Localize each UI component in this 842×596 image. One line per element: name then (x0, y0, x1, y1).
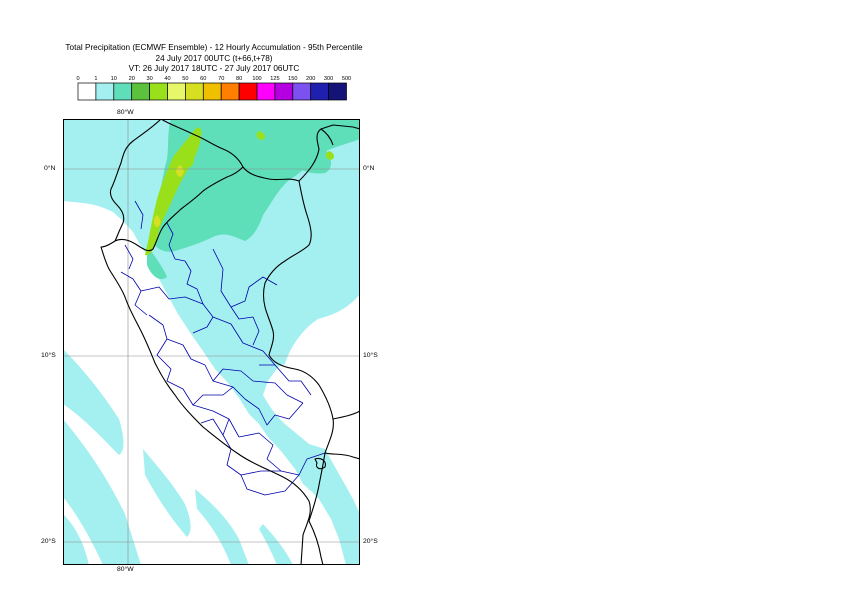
bolivia-chile-border (308, 520, 324, 565)
lat-label-eq-left: 0°N (44, 165, 56, 172)
legend-threshold-label: 200 (306, 76, 315, 82)
legend-threshold-label: 500 (342, 76, 351, 82)
color-legend: 0 1 10 20 30 40 50 60 70 80 100 125 150 200 300 500 (76, 76, 351, 101)
legend-swatch (292, 82, 312, 101)
region-border-1 (166, 222, 204, 305)
map-frame (63, 119, 360, 565)
legend-swatch (185, 82, 204, 101)
legend-threshold-label: 60 (200, 76, 206, 82)
precip-moderate-area (147, 119, 360, 280)
base-time: 24 July 2017 00UTC (t+66,t+78) (155, 53, 273, 63)
region-border-3 (140, 286, 276, 366)
precip-heavy-cell1 (182, 149, 194, 167)
ecuador-peru-border (114, 166, 244, 252)
lat-label-20s-left: 20°S (41, 538, 56, 545)
precip-heavy-area (145, 127, 335, 256)
region-border-6 (212, 368, 304, 404)
region-border-5 (156, 338, 240, 438)
precip-heavy-cell3 (256, 131, 265, 140)
precip-light-sw4 (195, 489, 249, 565)
legend-swatch (310, 82, 329, 101)
precip-light-north (63, 119, 360, 565)
lat-label-10s-right: 10°S (363, 352, 378, 359)
legend-threshold-label: 30 (146, 76, 152, 82)
lat-label-20s-right: 20°S (363, 538, 378, 545)
legend-threshold-label: 70 (218, 76, 224, 82)
legend-swatch (131, 82, 150, 101)
precipitation-map (63, 119, 360, 565)
lon-label-top: 80°W (117, 109, 134, 116)
region-border-17 (134, 200, 144, 230)
legend-threshold-label: 150 (288, 76, 297, 82)
legend-swatch (220, 82, 240, 101)
region-border-13 (230, 276, 278, 308)
lat-label-eq-right: 0°N (363, 165, 375, 172)
legend-threshold-label: 20 (129, 76, 135, 82)
legend-swatch (167, 82, 186, 101)
region-border-18 (124, 244, 134, 270)
precip-very-heavy-cell2 (153, 215, 161, 227)
precip-light-sw1 (63, 349, 124, 455)
legend-swatch (113, 82, 133, 101)
legend-threshold-label: 1 (94, 76, 97, 82)
lon-label-bottom: 80°W (117, 566, 134, 573)
legend-threshold-label: 50 (182, 76, 188, 82)
chart-title: Total Precipitation (ECMWF Ensemble) - 1… (65, 43, 363, 52)
region-border-7 (192, 386, 234, 406)
precip-moderate-west (147, 245, 167, 280)
precip-light-sw2 (63, 419, 141, 565)
lake-titicaca (314, 457, 326, 470)
legend-swatch (77, 82, 97, 101)
region-border-4 (148, 314, 246, 400)
region-border-10 (240, 474, 300, 496)
legend-swatch (256, 82, 276, 101)
legend-threshold-label: 300 (324, 76, 333, 82)
region-border-12 (212, 248, 260, 346)
region-border-8 (238, 432, 326, 476)
precip-heavy-cell4 (325, 151, 335, 160)
bolivia-border-north (332, 410, 360, 420)
region-border-14 (192, 316, 214, 334)
colombia-brazil-border (298, 128, 334, 182)
ecuador-colombia-border (160, 119, 300, 182)
legend-threshold-label: 40 (164, 76, 170, 82)
legend-swatch (238, 82, 258, 101)
precip-light-sw5 (259, 524, 293, 565)
coastline (100, 119, 311, 565)
precip-light-area (63, 119, 360, 565)
region-borders (120, 200, 326, 496)
legend-swatch (149, 82, 168, 101)
legend-swatch (274, 82, 294, 101)
legend-swatch (328, 82, 347, 101)
precip-moderate-east (280, 129, 331, 174)
precip-very-heavy-cell1 (176, 165, 184, 177)
peru-colombia-brazil-border (262, 180, 320, 386)
bolivia-border-east (324, 452, 360, 460)
country-borders (100, 119, 360, 565)
precip-light-sw6 (63, 514, 89, 565)
legend-threshold-label: 80 (236, 76, 242, 82)
brazil-border-east (320, 124, 360, 130)
legend-threshold-label: 10 (111, 76, 117, 82)
region-border-11 (200, 418, 224, 436)
legend-threshold-label: 100 (252, 76, 261, 82)
precip-moderate-band (212, 149, 243, 201)
legend-swatch (202, 82, 222, 101)
valid-time: VT: 26 July 2017 18UTC - 27 July 2017 06… (128, 64, 300, 73)
region-border-15 (259, 364, 312, 396)
precip-heavy-cell2 (162, 181, 173, 197)
legend-threshold-label: 0 (76, 76, 79, 82)
legend-swatch (95, 82, 115, 101)
legend-threshold-label: 125 (270, 76, 279, 82)
graticule (63, 119, 360, 565)
lat-label-10s-left: 10°S (41, 352, 56, 359)
region-border-16 (244, 398, 304, 426)
precip-light-sw3 (143, 449, 191, 537)
